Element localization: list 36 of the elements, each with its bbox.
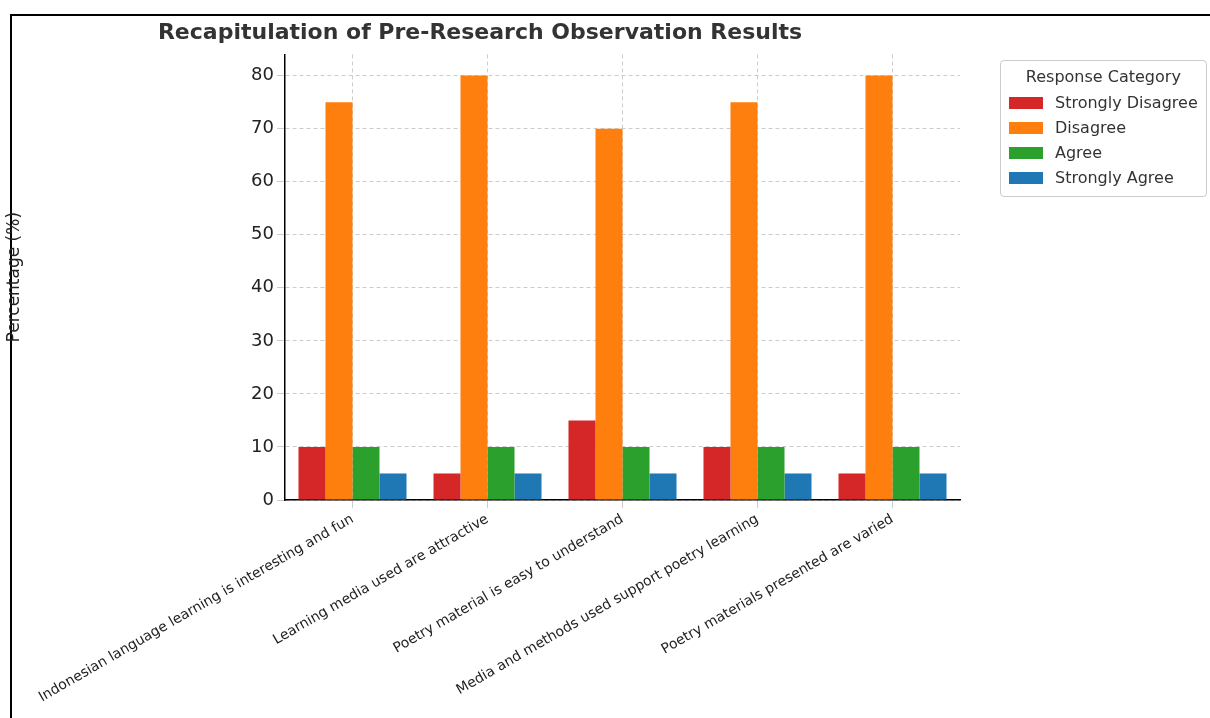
bar (757, 446, 785, 500)
bar (784, 473, 812, 500)
bar (433, 473, 461, 500)
y-tick-label: 20 (251, 381, 274, 403)
bar (568, 420, 596, 500)
bar (298, 446, 326, 500)
y-tick-label: 10 (251, 434, 274, 456)
bar (838, 473, 866, 500)
y-tick-label: 80 (251, 63, 274, 85)
bar (919, 473, 947, 500)
bar (352, 446, 380, 500)
bar (487, 446, 515, 500)
bar (892, 446, 920, 500)
bar (595, 128, 623, 500)
legend-title: Response Category (1024, 67, 1182, 86)
bar (514, 473, 542, 500)
y-axis-title: Percentage (%) (2, 211, 23, 343)
bar (865, 75, 893, 500)
legend-label: Agree (1055, 143, 1103, 162)
legend-label: Strongly Disagree (1055, 93, 1198, 112)
bar (325, 102, 353, 500)
y-tick-label: 0 (262, 487, 274, 509)
legend-label: Strongly Agree (1055, 168, 1174, 187)
bar (460, 75, 488, 500)
bar (703, 446, 731, 500)
bar (379, 473, 407, 500)
chart-title: Recapitulation of Pre-Research Observation Results (157, 18, 803, 44)
y-tick-label: 60 (251, 169, 274, 191)
bar (622, 446, 650, 500)
bar (730, 102, 758, 500)
y-tick-label: 30 (251, 328, 274, 350)
y-tick-label: 40 (251, 275, 274, 297)
legend-label: Disagree (1055, 118, 1126, 137)
y-tick-label: 70 (251, 116, 274, 138)
y-tick-label: 50 (251, 222, 274, 244)
bar (649, 473, 677, 500)
